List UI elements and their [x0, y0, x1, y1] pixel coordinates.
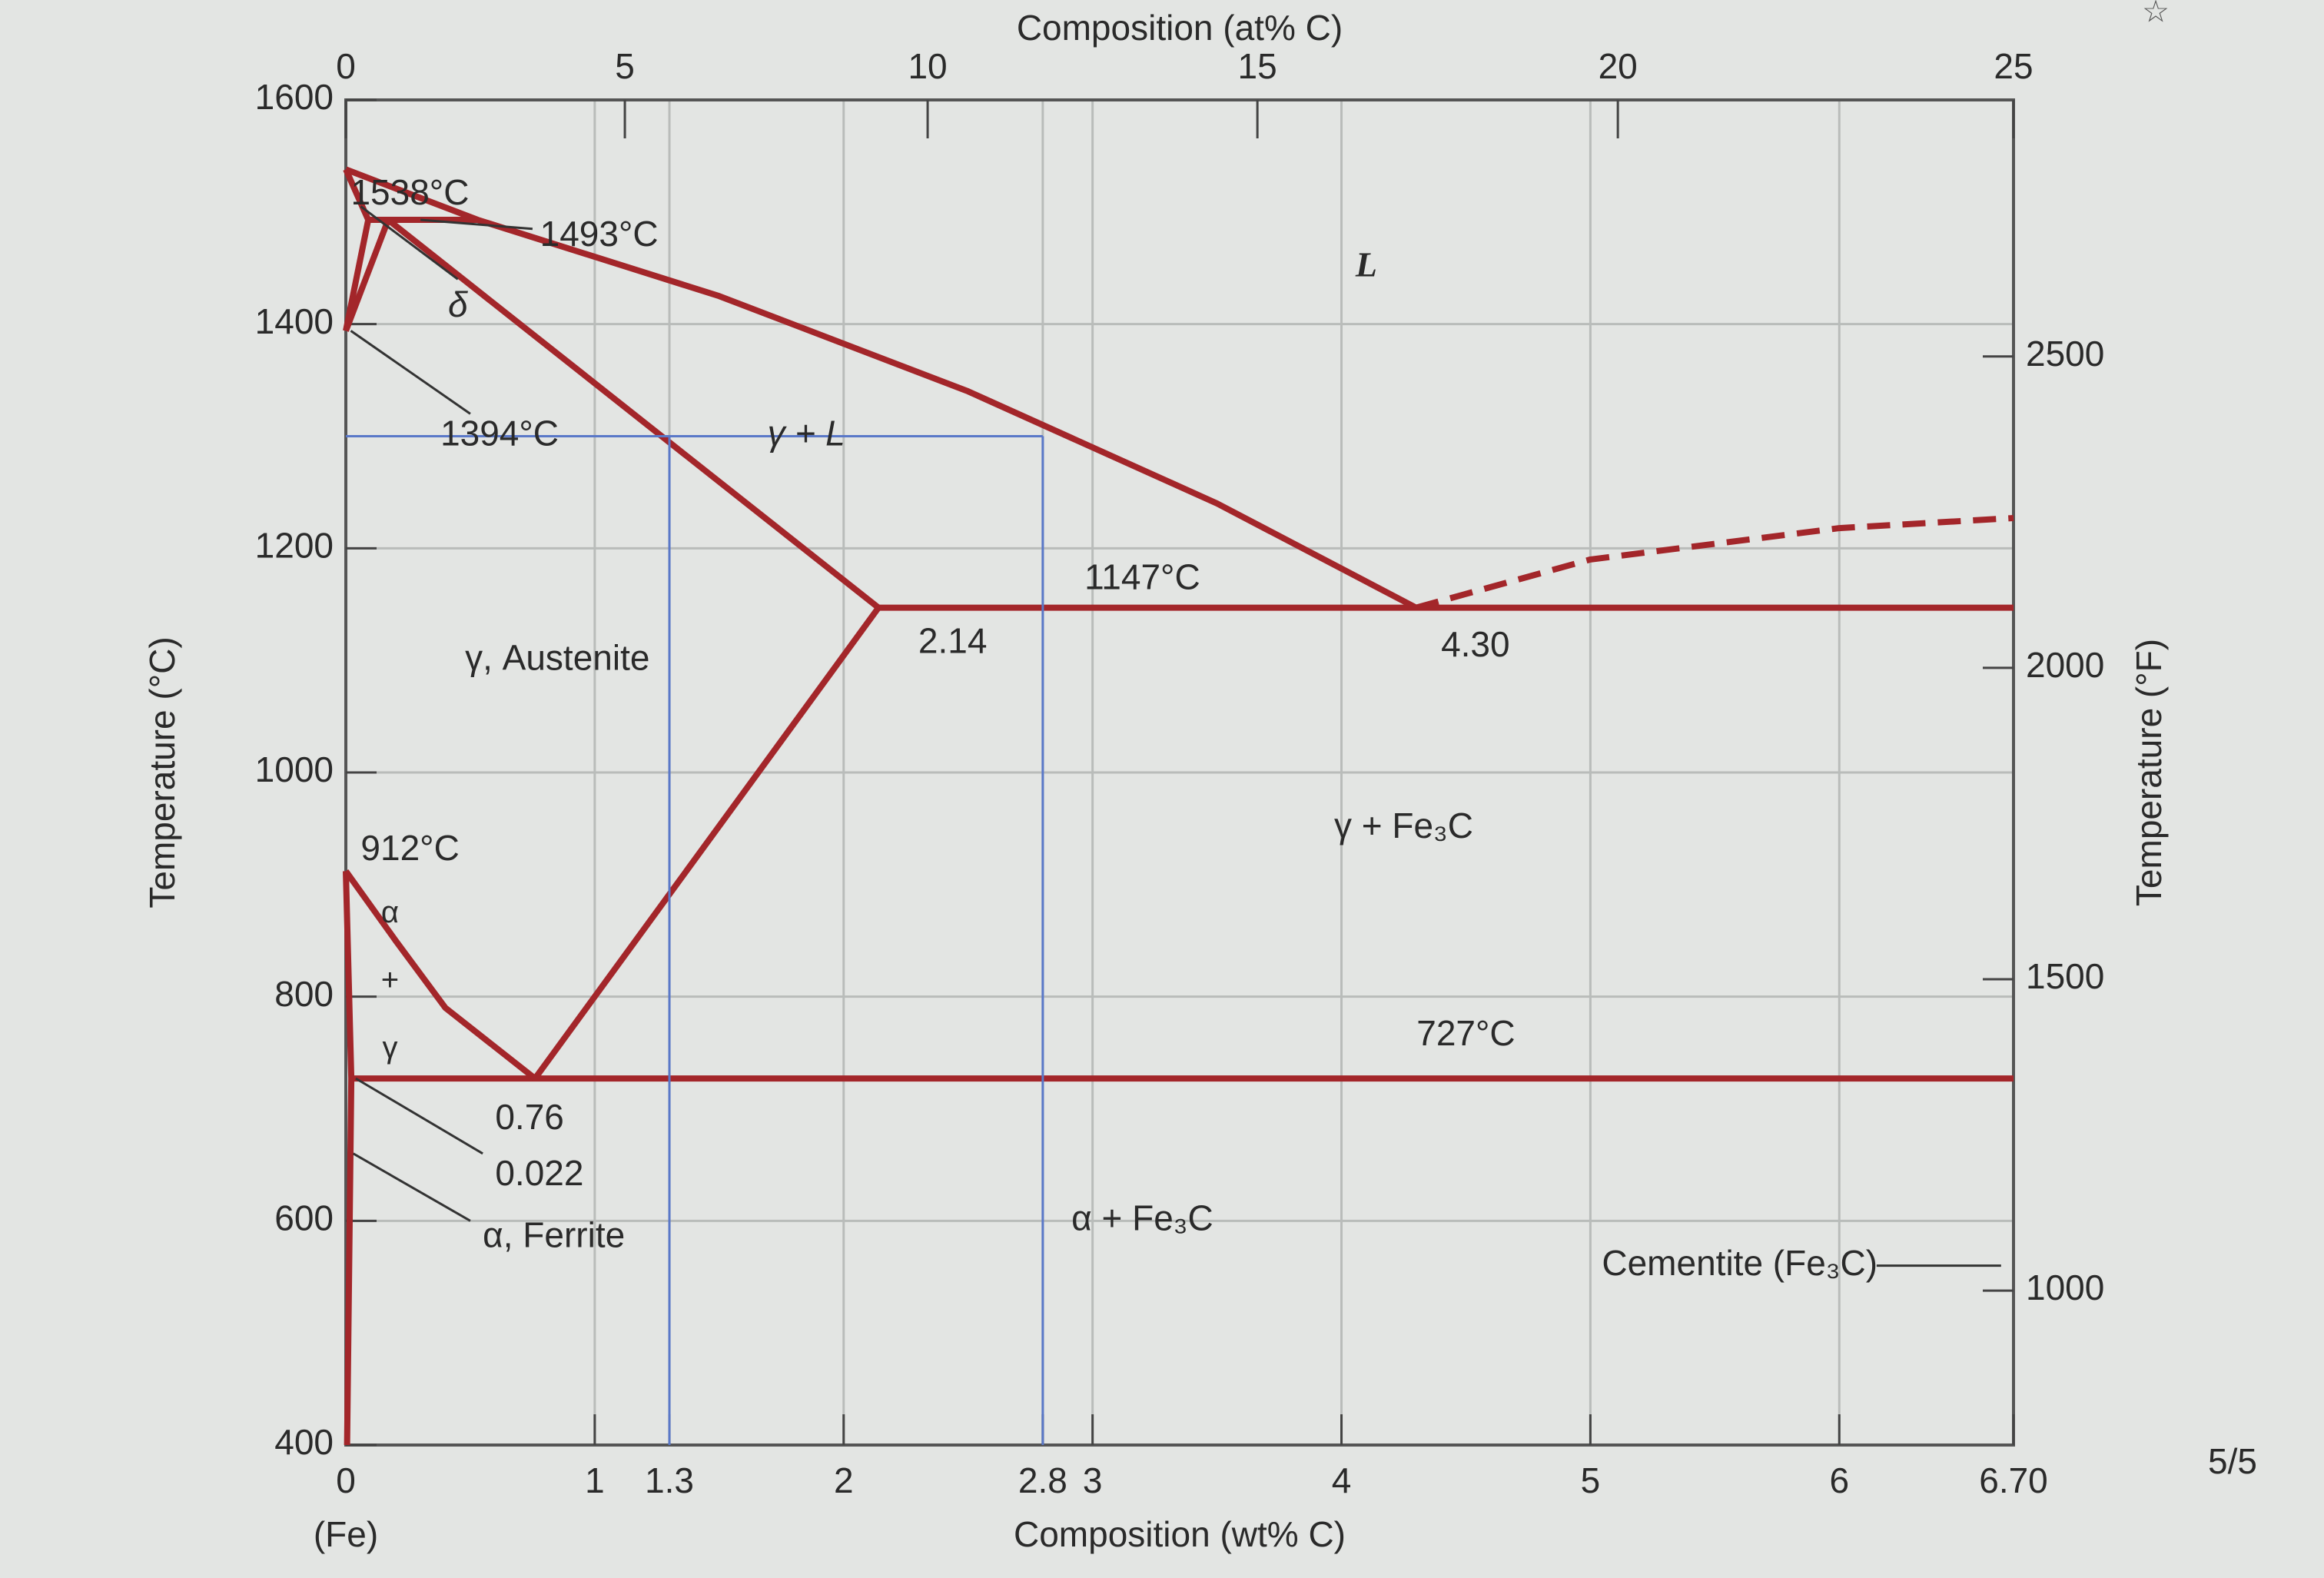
leader-line	[420, 218, 533, 231]
x-tick-label: 6	[1829, 1460, 1849, 1500]
star-icon[interactable]: ☆	[2142, 0, 2170, 29]
y-tick-label: 1000	[255, 749, 334, 789]
annotation: γ, Austenite	[465, 637, 649, 677]
x-tick-label: 2	[834, 1460, 854, 1500]
x-tick-label: 2.8	[1018, 1460, 1067, 1500]
y2-tick-label: 2500	[2026, 334, 2104, 374]
x2-tick-label: 15	[1238, 46, 1277, 86]
annotation: 912°C	[360, 828, 459, 868]
leader-line	[350, 330, 471, 415]
y-axis-title: Temperature (°C)	[142, 636, 182, 908]
annotation: L	[1355, 244, 1377, 284]
annotation: α + γ	[373, 895, 407, 1065]
x-tick-label: 3	[1083, 1460, 1103, 1500]
x-tick-label: 0	[336, 1460, 356, 1500]
annotation: δ	[448, 284, 468, 324]
x2-tick-label: 10	[908, 46, 947, 86]
x-tick-label: 4	[1332, 1460, 1352, 1500]
y-tick-label: 1600	[255, 77, 334, 117]
x-tick-label: 1	[585, 1460, 605, 1500]
y2-tick-label: 1000	[2026, 1267, 2104, 1307]
annotation: 0.76	[495, 1097, 564, 1137]
annotation: α, Ferrite	[483, 1214, 625, 1254]
x-tick-label: 6.70	[1979, 1460, 2048, 1500]
x-tick-label: 5	[1581, 1460, 1601, 1500]
phase-boundary	[532, 606, 881, 1081]
phase-boundary	[344, 166, 1418, 611]
y-tick-label: 1200	[255, 525, 334, 565]
y-tick-label: 800	[274, 974, 334, 1014]
annotation: γ + L	[768, 414, 845, 453]
x2-tick-label: 25	[1994, 46, 2033, 86]
x2-axis-title: Composition (at% C)	[1017, 8, 1343, 48]
x2-tick-label: 0	[336, 46, 356, 86]
annotation: γ + Fe₃C	[1334, 806, 1473, 845]
leader-line	[355, 1077, 483, 1155]
y2-axis-title: Temperature (°F)	[2129, 639, 2169, 906]
phase-boundary	[386, 217, 881, 610]
x2-tick-label: 5	[615, 46, 635, 86]
annotation: Cementite (Fe₃C)	[1602, 1243, 1877, 1283]
x2-tick-label: 20	[1599, 46, 1638, 86]
phase-boundary	[343, 168, 372, 332]
x-tick-label: 1.3	[645, 1460, 694, 1500]
annotation: 0.022	[495, 1153, 583, 1193]
phase-boundary	[343, 218, 391, 332]
annotation: α + Fe₃C	[1071, 1198, 1213, 1237]
annotation: 1394°C	[440, 414, 559, 453]
x-axis-title: Composition (wt% C)	[1014, 1514, 1346, 1554]
leader-line	[352, 1152, 471, 1222]
y-tick-label: 1400	[255, 301, 334, 341]
annotation: 4.30	[1441, 624, 1510, 664]
y-tick-label: 600	[274, 1198, 334, 1237]
page-counter: 5/5	[2208, 1441, 2257, 1481]
y2-tick-label: 1500	[2026, 956, 2104, 996]
annotation: 1493°C	[540, 214, 659, 254]
annotation: 2.14	[918, 620, 988, 660]
phase-boundary	[1415, 514, 2014, 611]
y-tick-label: 400	[274, 1422, 334, 1462]
leader-line	[360, 205, 459, 281]
annotation: (Fe)	[314, 1514, 378, 1554]
phase-boundary	[343, 869, 537, 1081]
annotation: 1147°C	[1084, 556, 1200, 596]
phase-boundary	[343, 871, 355, 1446]
annotation: 1538°C	[350, 172, 469, 212]
y2-tick-label: 2000	[2026, 645, 2104, 685]
annotation: 727°C	[1416, 1013, 1515, 1053]
